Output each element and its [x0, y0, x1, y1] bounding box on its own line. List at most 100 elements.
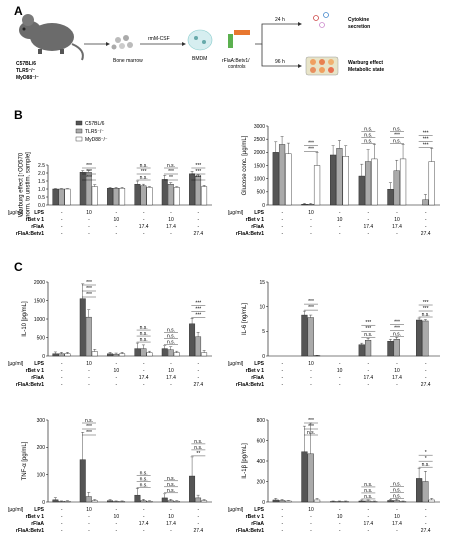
il1b-bar [387, 500, 394, 503]
glucose-ytick-label: 3000 [254, 124, 265, 130]
glucose-bar [301, 204, 308, 206]
warburg-treatment-LPS: LPS [34, 210, 44, 216]
tnf-treatment-value: - [115, 507, 117, 513]
il1b-bar [301, 451, 308, 503]
il10-bar [146, 352, 153, 357]
warburg-bar [91, 186, 98, 206]
il1b-treatment-value: - [425, 507, 427, 513]
il6-ylabel: IL-6 [ng/mL] [242, 303, 248, 335]
il6-treatment-value: - [425, 361, 427, 367]
il10-treatment-value: - [170, 382, 172, 388]
warburg-treatment-value: - [143, 231, 145, 237]
il1b-treatment-value: - [425, 514, 427, 520]
il6-treatment-value: - [310, 382, 312, 388]
il1b-significance: *** [308, 418, 314, 424]
il10-treatment-value: - [88, 375, 90, 381]
glucose-treatment-value: - [310, 231, 312, 237]
warburg-unit-label: [µg/ml] [8, 210, 24, 216]
il1b-ytick-label: 200 [257, 479, 266, 485]
panel-label-c: C [14, 260, 23, 274]
glucose-treatment-value: 17.4 [392, 224, 402, 230]
il1b-bar [307, 453, 314, 503]
il6-treatment-LPS: LPS [254, 361, 264, 367]
il1b-significance: n.s. [364, 494, 372, 500]
warburg-significance: n.s. [140, 163, 148, 169]
il6-treatment-value: - [425, 375, 427, 381]
glucose-significance: *** [308, 140, 314, 146]
tnf-treatment-value: - [197, 514, 199, 520]
il10-treatment-value: - [61, 375, 63, 381]
glucose-significance: *** [423, 130, 429, 136]
warburg-ylabel: norm. to unstim. sample] [26, 152, 32, 218]
il10-bar [107, 353, 114, 357]
bone-marrow-label: Bone marrow [113, 58, 143, 64]
warburg-bar [173, 187, 180, 206]
glucose-treatment-value: - [310, 217, 312, 223]
tnf-ylabel: TNF-α [pg/mL] [22, 441, 28, 480]
warburg-treatment-value: 10 [86, 210, 92, 216]
il6-significance: *** [394, 319, 400, 325]
il6-treatment-value: - [310, 375, 312, 381]
il1b-bar [278, 500, 286, 503]
warburg-treatment-value: - [88, 217, 90, 223]
warburg-treatment-value: - [170, 231, 172, 237]
warburg-bar [189, 173, 196, 206]
il6-significance: n.s. [393, 331, 401, 337]
il1b-bar [285, 500, 292, 503]
tnf-bar [167, 500, 174, 503]
warburg-bar [146, 187, 153, 206]
il1b-ytick-label: 600 [257, 438, 266, 444]
il1b-bar [313, 499, 321, 503]
glucose-significance: n.s. [393, 138, 401, 144]
warburg-treatment-value: - [197, 217, 199, 223]
controls-label: controls [228, 64, 246, 70]
il10-significance: n.s. [140, 331, 148, 337]
il6-treatment-rFlaA:Betv1: rFlaA:Betv1 [236, 382, 264, 388]
il1b-unit-label: [µg/ml] [228, 507, 244, 513]
tnf-significance: n.s. [140, 476, 148, 482]
tnf-treatment-value: 17.4 [166, 521, 176, 527]
il10-significance: *** [195, 306, 201, 312]
bmdm-icon [187, 29, 213, 51]
il10-treatment-value: 17.4 [166, 375, 176, 381]
metabolic-label: Metabolic state [348, 67, 384, 73]
tnf-bar [113, 501, 120, 503]
il6-treatment-value: - [396, 361, 398, 367]
il10-bar [167, 349, 174, 357]
il1b-treatment-value: 17.4 [392, 521, 402, 527]
glucose-bar [371, 158, 378, 206]
il1b-significance: *** [308, 424, 314, 430]
il1b-treatment-LPS: LPS [254, 507, 264, 513]
il6-treatment-value: - [425, 368, 427, 374]
il6-treatment-value: - [310, 368, 312, 374]
glucose-treatment-value: - [339, 224, 341, 230]
glucose-significance: n.s. [364, 138, 372, 144]
glucose-treatment-value: - [281, 210, 283, 216]
glucose-treatment-value: - [425, 224, 427, 230]
warburg-bar [52, 188, 59, 206]
tnf-treatment-value: 10 [114, 514, 120, 520]
il1b-significance: n.s. [364, 482, 372, 488]
warburg-treatment-value: - [61, 224, 63, 230]
il6-treatment-value: - [281, 382, 283, 388]
il6-bar [301, 314, 308, 357]
il6-treatment-value: 10 [308, 361, 314, 367]
tnf-significance: *** [86, 430, 92, 436]
warburg-treatment-value: - [61, 210, 63, 216]
glucose-treatment-value: 10 [394, 217, 400, 223]
il6-significance: *** [423, 306, 429, 312]
warburg-treatment-value: - [61, 217, 63, 223]
warburg-bar [140, 185, 147, 206]
il1b-significance: * [425, 450, 427, 456]
il1b-treatment-value: - [367, 528, 369, 534]
glucose-treatment-value: - [396, 231, 398, 237]
plate-icon [305, 56, 339, 76]
glucose-bar [336, 148, 343, 206]
warburg-bar [107, 187, 114, 206]
warburg-significance: *** [141, 169, 147, 175]
tnf-treatment-value: - [61, 521, 63, 527]
tnf-significance: n.s. [167, 482, 175, 488]
il1b-treatment-value: 10 [308, 507, 314, 513]
tnf-significance: n.s. [194, 445, 202, 451]
